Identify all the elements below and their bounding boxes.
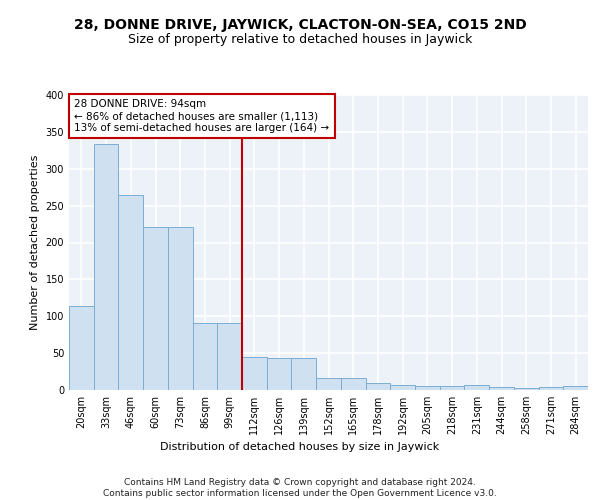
Text: Distribution of detached houses by size in Jaywick: Distribution of detached houses by size … <box>160 442 440 452</box>
Text: 28 DONNE DRIVE: 94sqm
← 86% of detached houses are smaller (1,113)
13% of semi-d: 28 DONNE DRIVE: 94sqm ← 86% of detached … <box>74 100 329 132</box>
Bar <box>390 385 415 390</box>
Bar <box>292 358 316 390</box>
Bar <box>514 388 539 390</box>
Bar <box>440 386 464 390</box>
Bar <box>69 306 94 390</box>
Bar <box>489 387 514 390</box>
Bar <box>143 227 168 390</box>
Bar <box>217 323 242 390</box>
Bar <box>341 378 365 390</box>
Text: Contains HM Land Registry data © Crown copyright and database right 2024.
Contai: Contains HM Land Registry data © Crown c… <box>103 478 497 498</box>
Bar <box>168 227 193 390</box>
Bar <box>539 387 563 390</box>
Text: Size of property relative to detached houses in Jaywick: Size of property relative to detached ho… <box>128 32 472 46</box>
Text: 28, DONNE DRIVE, JAYWICK, CLACTON-ON-SEA, CO15 2ND: 28, DONNE DRIVE, JAYWICK, CLACTON-ON-SEA… <box>74 18 526 32</box>
Bar <box>415 386 440 390</box>
Bar <box>316 378 341 390</box>
Bar <box>563 386 588 390</box>
Bar <box>267 358 292 390</box>
Bar <box>242 357 267 390</box>
Bar <box>94 144 118 390</box>
Bar <box>464 385 489 390</box>
Bar <box>118 194 143 390</box>
Bar <box>365 384 390 390</box>
Bar <box>193 323 217 390</box>
Y-axis label: Number of detached properties: Number of detached properties <box>30 155 40 330</box>
